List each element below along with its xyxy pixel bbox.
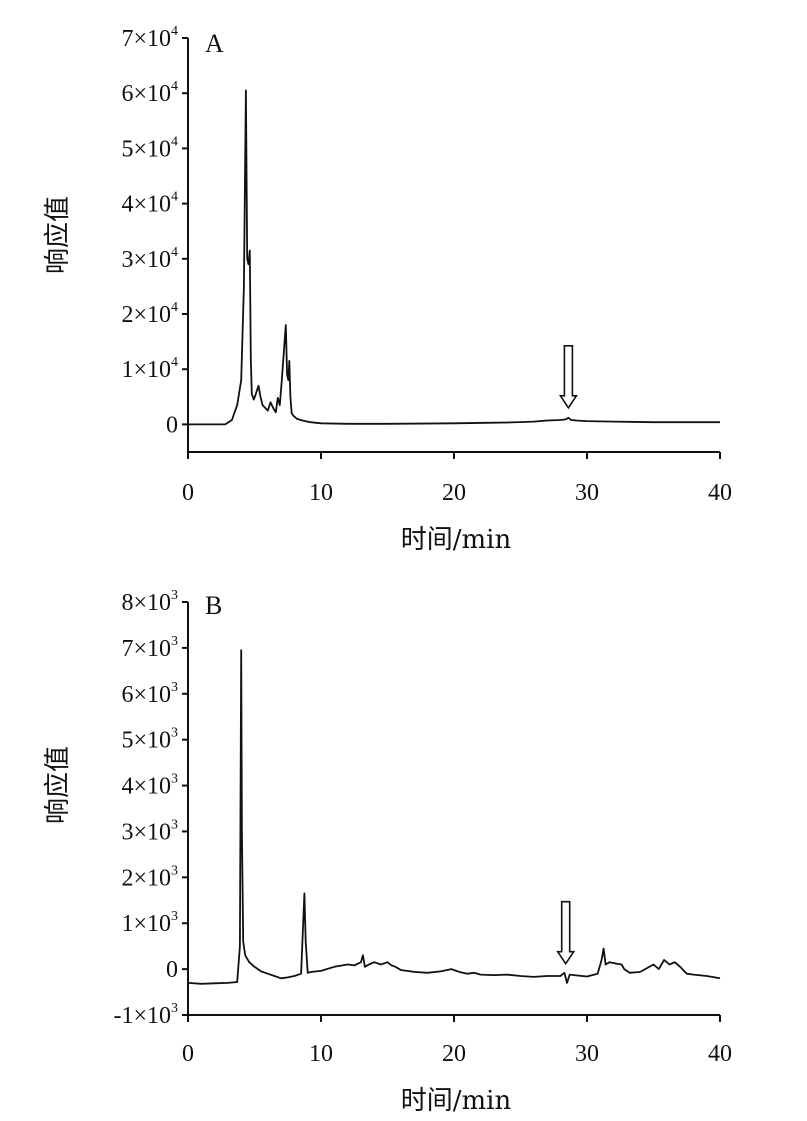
chart-panel-b: -1×10301×1032×1033×1034×1035×1036×1037×1…	[43, 588, 732, 1116]
x-tick-label: 40	[708, 480, 732, 506]
y-tick-mantissa: 5×10	[121, 728, 171, 754]
y-tick-label: 6×103	[121, 680, 178, 708]
down-arrow-marker	[558, 344, 578, 410]
down-arrow-marker	[556, 900, 576, 966]
y-tick-label: 8×103	[121, 588, 178, 616]
y-axis-title: 响应值	[43, 196, 73, 274]
y-tick-exponent: 3	[171, 1001, 178, 1016]
y-axis-title: 响应值	[43, 746, 73, 824]
y-tick-mantissa: 8×10	[121, 590, 171, 616]
y-tick-label: -1×103	[113, 1001, 178, 1029]
y-tick-label: 0	[166, 957, 178, 983]
x-tick-label: 20	[442, 480, 466, 506]
x-tick-label: 30	[575, 1041, 599, 1067]
y-tick-exponent: 4	[171, 190, 178, 205]
y-tick-mantissa: -1×10	[113, 1003, 171, 1029]
chromatogram-trace	[188, 89, 720, 426]
y-tick-label: 3×104	[121, 245, 178, 273]
y-tick-exponent: 3	[171, 634, 178, 649]
y-tick-label: 6×104	[121, 79, 178, 107]
y-tick-mantissa: 6×10	[121, 682, 171, 708]
y-tick-label: 1×103	[121, 909, 178, 937]
y-tick-label: 2×104	[121, 300, 178, 328]
y-tick-mantissa: 4×10	[121, 192, 171, 218]
x-tick-label: 10	[309, 1041, 333, 1067]
x-tick-label: 0	[182, 1041, 194, 1067]
y-tick-label: 3×103	[121, 817, 178, 845]
y-tick-label: 7×104	[121, 24, 178, 52]
y-tick-mantissa: 7×10	[121, 636, 171, 662]
x-axis-title: 时间/min	[401, 1086, 512, 1116]
y-tick-exponent: 3	[171, 909, 178, 924]
y-tick-mantissa: 1×10	[121, 357, 171, 383]
y-tick-mantissa: 7×10	[121, 26, 171, 52]
x-tick-label: 10	[309, 480, 333, 506]
y-tick-exponent: 3	[171, 680, 178, 695]
y-tick-mantissa: 0	[166, 412, 178, 438]
y-tick-exponent: 4	[171, 355, 178, 370]
x-tick-label: 40	[708, 1041, 732, 1067]
y-tick-exponent: 4	[171, 245, 178, 260]
y-tick-label: 2×103	[121, 863, 178, 891]
y-tick-exponent: 3	[171, 772, 178, 787]
panel-label: A	[205, 29, 224, 58]
x-tick-label: 0	[182, 480, 194, 506]
y-tick-exponent: 3	[171, 588, 178, 603]
y-tick-exponent: 4	[171, 79, 178, 94]
y-tick-label: 1×104	[121, 355, 178, 383]
y-tick-exponent: 3	[171, 726, 178, 741]
y-tick-mantissa: 6×10	[121, 81, 171, 107]
y-tick-label: 0	[166, 412, 178, 438]
y-tick-mantissa: 1×10	[121, 911, 171, 937]
y-tick-label: 4×104	[121, 190, 178, 218]
x-tick-label: 30	[575, 480, 599, 506]
y-tick-label: 5×103	[121, 726, 178, 754]
y-tick-mantissa: 2×10	[121, 302, 171, 328]
y-tick-mantissa: 3×10	[121, 819, 171, 845]
chromatogram-trace	[187, 649, 721, 985]
x-tick-label: 20	[442, 1041, 466, 1067]
y-tick-mantissa: 2×10	[121, 865, 171, 891]
y-tick-exponent: 3	[171, 863, 178, 878]
y-tick-exponent: 4	[171, 300, 178, 315]
y-tick-mantissa: 4×10	[121, 774, 171, 800]
y-tick-mantissa: 3×10	[121, 247, 171, 273]
x-axis-title: 时间/min	[401, 525, 512, 555]
y-tick-mantissa: 5×10	[121, 136, 171, 162]
y-tick-exponent: 4	[171, 24, 178, 39]
y-tick-label: 4×103	[121, 772, 178, 800]
y-tick-label: 5×104	[121, 134, 178, 162]
y-tick-mantissa: 0	[166, 957, 178, 983]
y-tick-label: 7×103	[121, 634, 178, 662]
panel-label: B	[205, 591, 222, 620]
y-tick-exponent: 4	[171, 134, 178, 149]
y-tick-exponent: 3	[171, 817, 178, 832]
